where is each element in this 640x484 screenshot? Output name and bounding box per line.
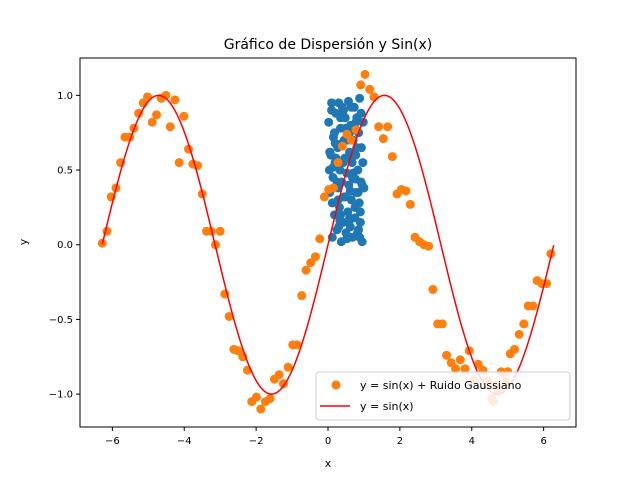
scatter-point [328, 183, 338, 193]
legend: y = sin(x) + Ruido Gaussiano y = sin(x) [315, 371, 571, 421]
scatter-point [340, 192, 350, 202]
scatter-point [510, 344, 520, 354]
scatter-point [346, 102, 356, 112]
scatter-point [330, 138, 340, 148]
y-tick-label: 0.5 [57, 166, 73, 177]
scatter-point [455, 355, 465, 365]
scatter-point [102, 226, 112, 236]
scatter-point [337, 102, 347, 112]
legend-label-scatter: y = sin(x) + Ruido Gaussiano [360, 379, 522, 392]
scatter-point [428, 285, 438, 295]
scatter-point [251, 392, 261, 402]
scatter-point [383, 122, 393, 132]
scatter-point [355, 232, 365, 242]
scatter-point [374, 122, 384, 132]
x-tick-label: 2 [397, 436, 403, 447]
scatter-point [355, 93, 365, 103]
scatter-point [274, 370, 284, 380]
scatter-point [336, 113, 346, 123]
scatter-point [310, 252, 320, 262]
scatter-point [324, 117, 334, 127]
scatter-point [355, 217, 365, 227]
scatter-point [335, 216, 345, 226]
scatter-point [315, 234, 325, 244]
scatter-point [356, 108, 366, 118]
legend-marker-scatter [331, 380, 341, 390]
y-tick-label: −0.5 [49, 315, 73, 326]
scatter-point [329, 128, 339, 138]
scatter-point [147, 117, 157, 127]
scatter-point [350, 174, 360, 184]
scatter-series-0 [324, 93, 369, 247]
scatter-point [356, 80, 366, 90]
scatter-point [333, 158, 343, 168]
scatter-point [353, 187, 363, 197]
x-axis: −6 −4 −2 0 2 4 6 [105, 427, 547, 447]
scatter-point [215, 226, 225, 236]
y-axis: −1.0 −0.5 0.0 0.5 1.0 [49, 91, 80, 401]
scatter-point [179, 111, 189, 121]
scatter-point [424, 241, 434, 251]
scatter-point [437, 319, 447, 329]
scatter-point [297, 291, 307, 301]
y-tick-label: −1.0 [49, 390, 73, 401]
x-tick-label: 6 [540, 436, 546, 447]
scatter-point [354, 225, 364, 235]
scatter-point [360, 69, 370, 79]
scatter-point [283, 362, 293, 372]
scatter-point [351, 117, 361, 127]
scatter-point [514, 329, 524, 339]
scatter-point [301, 265, 311, 275]
y-axis-label: y [17, 238, 30, 245]
scatter-point [378, 134, 388, 144]
y-tick-label: 1.0 [57, 91, 73, 102]
scatter-point [405, 199, 415, 209]
scatter-point [165, 122, 175, 132]
x-tick-label: 4 [469, 436, 475, 447]
scatter-point [174, 158, 184, 168]
scatter-point [152, 110, 162, 120]
scatter-point [355, 207, 365, 217]
scatter-point [324, 165, 334, 175]
scatter-point [134, 108, 144, 118]
scatter-point [460, 364, 470, 374]
scatter-point [346, 135, 356, 145]
scatter-point [528, 301, 538, 311]
x-tick-label: −2 [249, 436, 264, 447]
x-axis-label: x [325, 457, 332, 470]
plot-area [79, 57, 577, 428]
scatter-point [256, 404, 266, 414]
scatter-point [357, 180, 367, 190]
scatter-point [401, 186, 411, 196]
scatter-point [546, 249, 556, 259]
scatter-point [344, 217, 354, 227]
scatter-point [358, 158, 368, 168]
legend-label-line: y = sin(x) [360, 400, 414, 413]
legend-box [315, 371, 571, 421]
scatter-point [345, 186, 355, 196]
scatter-point [365, 84, 375, 94]
scatter-point [369, 92, 379, 102]
scatter-point [224, 311, 234, 321]
chart-title: Gráfico de Dispersión y Sin(x) [224, 37, 433, 53]
scatter-point [387, 152, 397, 162]
scatter-point [327, 98, 337, 108]
scatter-point [519, 319, 529, 329]
scatter-point [265, 394, 275, 404]
series-layer [97, 69, 556, 414]
scatter-point [333, 195, 343, 205]
y-tick-label: 0.0 [57, 240, 73, 251]
x-tick-label: −6 [105, 436, 120, 447]
scatter-point [442, 350, 452, 360]
x-tick-label: −4 [177, 436, 192, 447]
scatter-point [325, 147, 335, 157]
scatter-point [170, 95, 180, 105]
scatter-point [337, 141, 347, 151]
scatter-point [292, 340, 302, 350]
x-tick-label: 0 [325, 436, 331, 447]
scatter-point [451, 364, 461, 374]
scatter-point [319, 192, 329, 202]
scatter-point [342, 234, 352, 244]
